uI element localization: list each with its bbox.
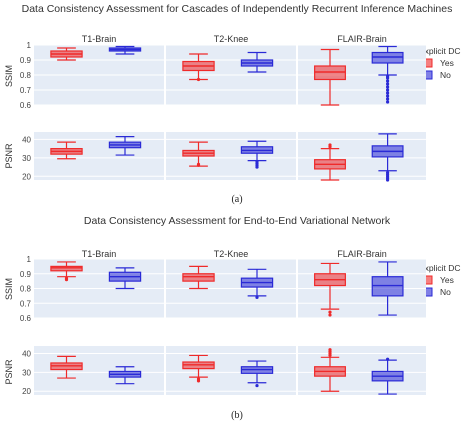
- chart-b-ssim-t1-brain-yes-outlier-2: [64, 276, 69, 280]
- chart-a-ssim-flair-brain-no-outlier-6: [386, 85, 390, 89]
- chart-a-ssim-flair-brain-no-outlier-4: [386, 91, 390, 95]
- chart-b-ssim-t1-brain-yes-box: [50, 265, 83, 272]
- chart-b-col-title-3: FLAIR-Brain: [337, 249, 387, 259]
- chart-a-panel-psnr-3: [298, 132, 426, 180]
- chart-a-ytick-ssim-3: 0.8: [20, 71, 32, 80]
- chart-a-ylabel-ssim: SSIM: [4, 65, 14, 87]
- chart-a-ytick-psnr-3: 20: [22, 172, 31, 181]
- chart-a-ssim-flair-brain-no-outlier-10: [386, 74, 390, 79]
- chart-a-panel-psnr-1: [34, 132, 164, 180]
- chart-b-panel-psnr-1: [34, 346, 164, 395]
- chart-a-title: Data Consistency Assessment for Cascades…: [22, 3, 453, 15]
- chart-a-ssim-flair-brain-no-outlier-7: [386, 82, 390, 86]
- chart-b-psnr-t2-knee-no-outlier-1: [255, 383, 259, 388]
- chart-b-ylabel-psnr: PSNR: [4, 359, 14, 385]
- chart-a-legend-title: Explicit DC: [419, 46, 461, 56]
- chart-b-ssim-flair-brain-no-box: [371, 276, 404, 297]
- chart-a-ssim-t2-knee-yes-outlier-1: [196, 77, 201, 82]
- chart-b-ytick-psnr-3: 20: [22, 387, 31, 396]
- chart-b-ytick-psnr-1: 40: [22, 350, 31, 359]
- chart-a-ytick-ssim-5: 0.6: [20, 101, 32, 110]
- chart-a-psnr-flair-brain-yes-outlier-2: [328, 143, 332, 147]
- chart-a-ytick-ssim-1: 1: [27, 41, 32, 50]
- chart-b-ytick-ssim-1: 1: [27, 255, 32, 264]
- chart-b-title: Data Consistency Assessment for End-to-E…: [84, 215, 391, 227]
- chart-a-ssim-flair-brain-no-outlier-1: [386, 100, 390, 104]
- chart-a-psnr-t2-knee-no-outlier-4: [255, 159, 259, 164]
- chart-b-legend-label-yes: Yes: [440, 275, 454, 285]
- chart-a-legend-label-no: No: [440, 70, 451, 80]
- chart-b-psnr-flair-brain-no-outlier-1: [386, 357, 390, 361]
- chart-a-ytick-ssim-4: 0.7: [20, 86, 32, 95]
- chart-a-ytick-ssim-2: 0.9: [20, 56, 32, 65]
- chart-a-ssim-flair-brain-no-outlier-2: [386, 97, 390, 101]
- chart-b-ssim-t2-knee-no-outlier-1: [255, 295, 259, 299]
- chart-a-ytick-psnr-2: 30: [22, 154, 31, 163]
- chart-a-ssim-flair-brain-no-box: [371, 51, 404, 64]
- chart-b-ytick-ssim-3: 0.8: [20, 285, 32, 294]
- chart-b-caption: (b): [231, 410, 243, 421]
- chart-a-legend-label-yes: Yes: [440, 58, 454, 68]
- chart-b-ytick-ssim-4: 0.7: [20, 299, 32, 308]
- chart-a-ytick-psnr-1: 40: [22, 135, 31, 144]
- chart-b-ytick-ssim-5: 0.6: [20, 314, 32, 323]
- chart-a-ssim-flair-brain-yes-box: [314, 65, 346, 81]
- chart-b-ylabel-ssim: SSIM: [4, 278, 14, 300]
- chart-b-ytick-ssim-2: 0.9: [20, 270, 32, 279]
- chart-b-ytick-psnr-2: 30: [22, 368, 31, 377]
- chart-b-ssim-flair-brain-yes-outlier-1: [328, 313, 332, 317]
- chart-b-panel-psnr-2: [166, 346, 296, 395]
- chart-a-psnr-t2-knee-yes-outlier-2: [196, 162, 201, 166]
- chart-b-legend-title: Explicit DC: [419, 263, 461, 273]
- chart-a-psnr-flair-brain-no-outlier-5: [386, 171, 390, 175]
- chart-b-ssim-t2-knee-yes-box: [182, 273, 215, 282]
- chart-b-ssim-flair-brain-yes-outlier-2: [328, 310, 332, 314]
- chart-a-caption: (a): [231, 194, 242, 205]
- chart-a-ssim-flair-brain-no-outlier-8: [386, 79, 390, 83]
- chart-a-col-title-2: T2-Knee: [214, 34, 249, 44]
- chart-b-legend-label-no: No: [440, 287, 451, 297]
- panels-layer: 1 0.9 0.8 0.7 0.6 40 30 20 1 0.9 0.8 0.7 0.6 40 30 20: [20, 41, 426, 396]
- chart-a-col-title-1: T1-Brain: [82, 34, 117, 44]
- chart-b-col-title-2: T2-Knee: [214, 249, 249, 259]
- chart-b-col-title-1: T1-Brain: [82, 249, 117, 259]
- chart-a-ylabel-psnr: PSNR: [4, 143, 14, 169]
- chart-b-psnr-t2-knee-yes-outlier-2: [196, 377, 201, 381]
- chart-a-col-title-3: FLAIR-Brain: [337, 34, 387, 44]
- chart-a-ssim-flair-brain-no-outlier-3: [386, 94, 390, 98]
- chart-a-ssim-flair-brain-no-outlier-5: [386, 88, 390, 92]
- chart-b-psnr-flair-brain-yes-outlier-4: [328, 348, 332, 352]
